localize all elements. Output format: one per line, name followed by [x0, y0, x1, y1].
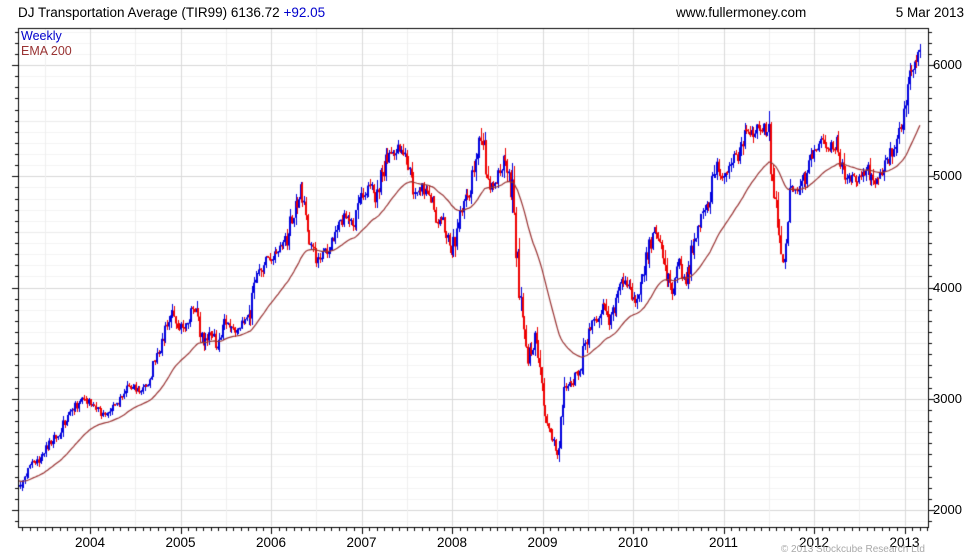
x-axis-label: 2005: [165, 535, 196, 550]
chart-header: DJ Transportation Average (TIR99) 6136.7…: [18, 5, 325, 20]
y-axis-label: 3000: [933, 390, 962, 406]
website-label: www.fullermoney.com: [676, 5, 807, 20]
x-axis-label: 2010: [617, 535, 649, 550]
chart-legend: Weekly EMA 200: [21, 29, 72, 59]
x-axis-label: 2008: [436, 535, 468, 550]
x-axis-label: 2009: [527, 535, 558, 550]
y-axis-label: 4000: [933, 279, 962, 295]
x-axis-label: 2007: [346, 535, 377, 550]
instrument-title: DJ Transportation Average (TIR99): [18, 5, 228, 20]
x-axis-label: 2006: [255, 535, 287, 550]
x-axis-label: 2012: [798, 535, 830, 550]
y-axis-label: 5000: [933, 168, 962, 184]
copyright-notice: © 2013 Stockcube Research Ltd: [780, 544, 925, 555]
price-change: +92.05: [283, 5, 326, 20]
legend-ema-label: EMA 200: [21, 44, 72, 58]
y-axis-label: 2000: [933, 502, 962, 517]
y-axis-label: 6000: [933, 57, 962, 72]
x-axis-label: 2011: [708, 535, 739, 550]
x-axis-label: 2004: [74, 535, 106, 550]
legend-timeframe: Weekly: [21, 29, 62, 43]
last-price: 6136.72: [230, 5, 280, 20]
x-axis-label: 2013: [889, 535, 920, 550]
date-label: 5 Mar 2013: [895, 5, 964, 20]
